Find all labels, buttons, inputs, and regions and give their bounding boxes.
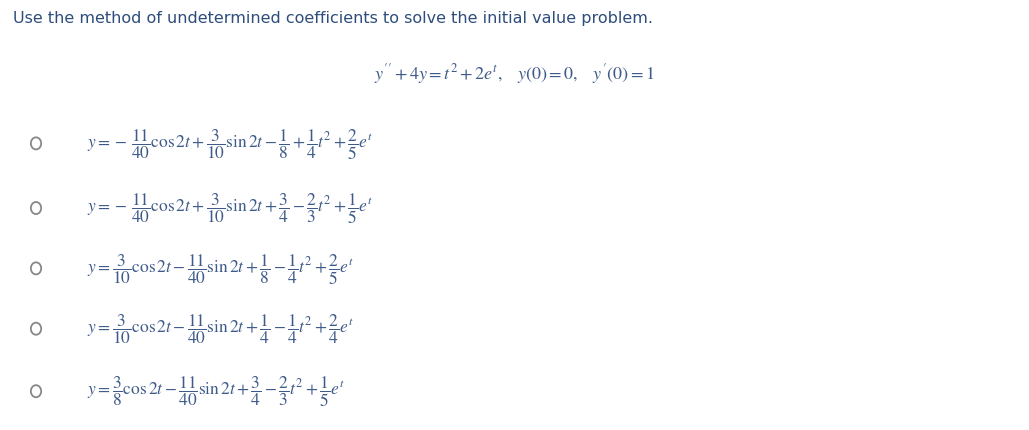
Text: $y = -\,\dfrac{11}{40}\cos 2t + \dfrac{3}{10}\sin 2t + \dfrac{3}{4} - \dfrac{2}{: $y = -\,\dfrac{11}{40}\cos 2t + \dfrac{3… — [87, 191, 374, 226]
Text: Use the method of undetermined coefficients to solve the initial value problem.: Use the method of undetermined coefficie… — [13, 11, 653, 26]
Text: $y = \dfrac{3}{8}\cos 2t - \dfrac{11}{40}\sin 2t + \dfrac{3}{4} - \dfrac{2}{3}t^: $y = \dfrac{3}{8}\cos 2t - \dfrac{11}{40… — [87, 374, 346, 408]
Text: $y'' + 4y = t^2 + 2e^t, \quad y(0) = 0, \quad y'(0) = 1$: $y'' + 4y = t^2 + 2e^t, \quad y(0) = 0, … — [375, 62, 654, 86]
Text: $y = \dfrac{3}{10}\cos 2t - \dfrac{11}{40}\sin 2t + \dfrac{1}{8} - \dfrac{1}{4}t: $y = \dfrac{3}{10}\cos 2t - \dfrac{11}{4… — [87, 252, 354, 286]
Text: $y = -\,\dfrac{11}{40}\cos 2t + \dfrac{3}{10}\sin 2t - \dfrac{1}{8} + \dfrac{1}{: $y = -\,\dfrac{11}{40}\cos 2t + \dfrac{3… — [87, 127, 374, 161]
Text: $y = \dfrac{3}{10}\cos 2t - \dfrac{11}{40}\sin 2t + \dfrac{1}{4} - \dfrac{1}{4}t: $y = \dfrac{3}{10}\cos 2t - \dfrac{11}{4… — [87, 312, 354, 346]
